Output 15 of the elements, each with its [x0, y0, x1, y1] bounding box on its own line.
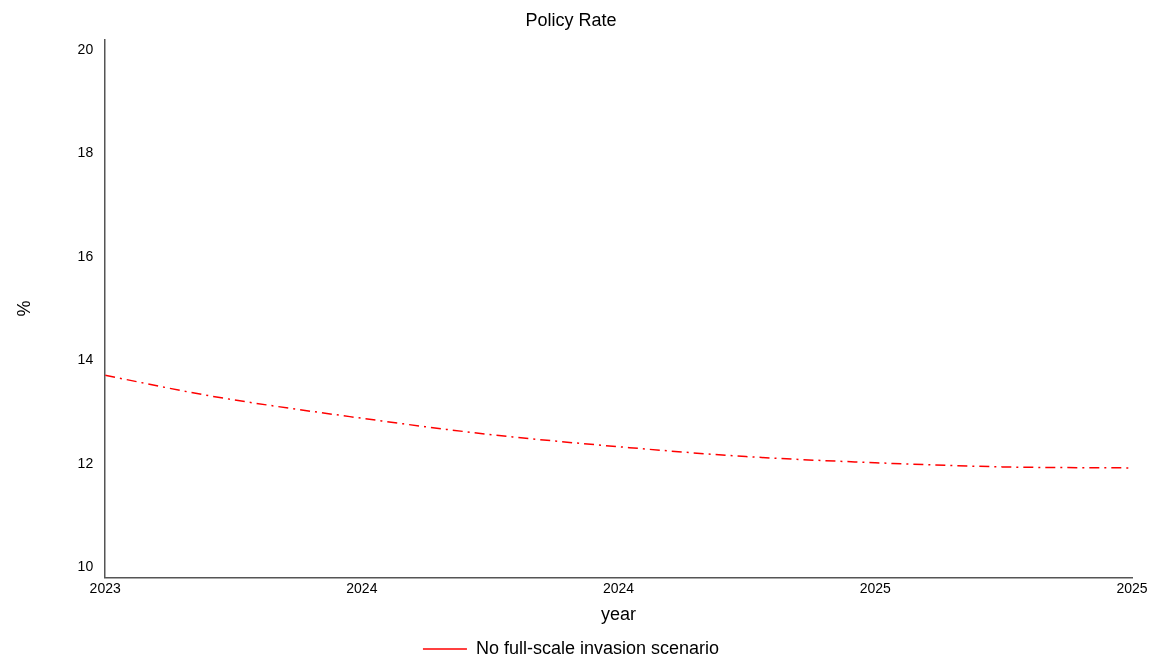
x-tick-label: 2025 [859, 579, 892, 596]
x-axis-title: year [601, 604, 637, 625]
chart-title: Policy Rate [525, 9, 617, 30]
x-tick-label: 2024 [603, 579, 635, 596]
y-tick-label: 10 [77, 558, 94, 575]
y-tick-label: 18 [77, 144, 94, 161]
x-tick-label: 2023 [89, 579, 121, 596]
x-tick-label: 2024 [346, 579, 378, 596]
y-tick-label: 16 [77, 247, 94, 264]
y-tick-label: 12 [77, 454, 94, 471]
x-tick-label: 2025 [1116, 579, 1148, 596]
y-axis-title: % [13, 300, 34, 317]
y-tick-label: 20 [77, 40, 94, 57]
y-tick-label: 14 [77, 351, 94, 368]
legend-label: No full-scale invasion scenario [475, 637, 720, 658]
